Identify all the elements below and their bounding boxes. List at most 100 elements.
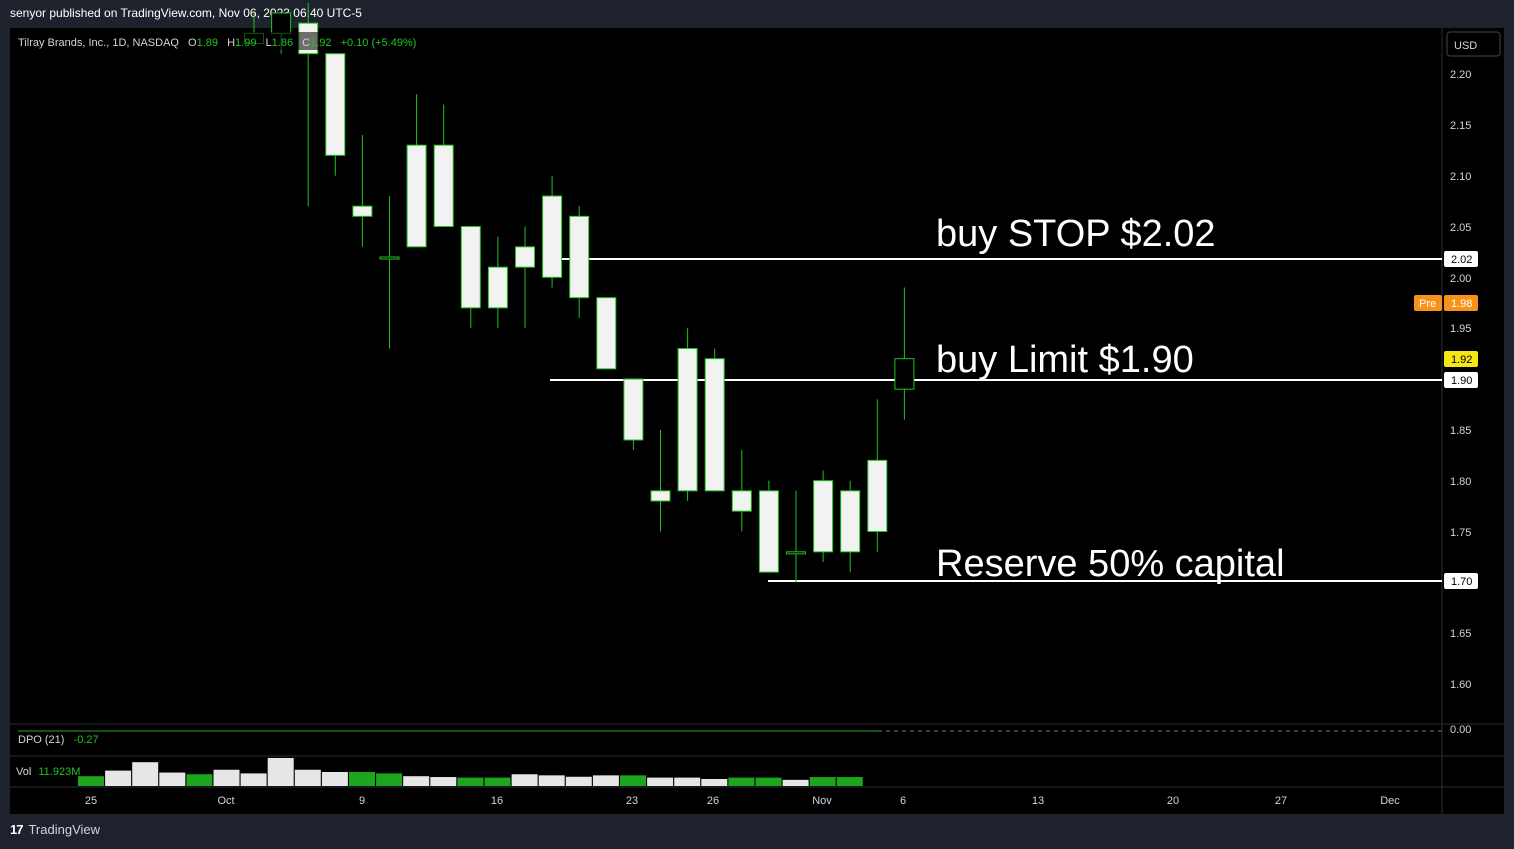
candle-body[interactable] [786, 551, 806, 555]
pre-price-badge [1444, 295, 1478, 311]
candle-body[interactable] [515, 246, 535, 268]
candle-body[interactable] [650, 490, 671, 502]
volume-bar [782, 779, 809, 786]
volume-bar [728, 777, 755, 786]
candle-body[interactable] [840, 490, 861, 553]
price-tick: 2.15 [1450, 120, 1471, 132]
time-tick: Nov [812, 795, 832, 807]
currency-button-label: USD [1454, 40, 1477, 52]
legend-high-label: H [227, 37, 235, 49]
volume-bar [267, 758, 294, 786]
limit-price-badge [1444, 372, 1478, 388]
reserve-price-badge [1444, 573, 1478, 589]
last-price-badge-label: 1.92 [1451, 354, 1472, 366]
last-price-badge [1444, 351, 1478, 367]
dpo-label: DPO (21) -0.27 [18, 734, 99, 746]
pre-tag-label: Pre [1419, 298, 1436, 310]
volume-name: Vol [16, 766, 31, 778]
tradingview-logo-icon: 17 [10, 822, 24, 837]
volume-series [78, 758, 863, 786]
candlestick-series [244, 2, 915, 583]
candle-body[interactable] [623, 378, 644, 441]
volume-bar [349, 772, 375, 786]
time-tick: 6 [900, 795, 906, 807]
price-tick: 1.75 [1450, 527, 1471, 539]
volume-bar [647, 777, 674, 786]
legend-close-value: 1.92 [310, 37, 331, 49]
candle-body[interactable] [867, 459, 888, 533]
time-tick: 13 [1032, 795, 1044, 807]
chart-legend: Tilray Brands, Inc., 1D, NASDAQ O1.89 H1… [18, 37, 416, 49]
volume-bar [240, 773, 267, 786]
volume-bar [538, 775, 565, 786]
candle-body[interactable] [460, 226, 481, 309]
volume-bar [620, 775, 646, 786]
volume-bar [484, 777, 511, 786]
time-tick: 25 [85, 795, 97, 807]
volume-bar [674, 777, 701, 786]
time-tick: 9 [359, 795, 365, 807]
volume-label: Vol 11.923M [16, 766, 80, 778]
time-axis: 25 Oct 9 16 23 26 Nov 6 13 20 27 Dec [85, 795, 1400, 807]
price-tick: 1.85 [1450, 425, 1471, 437]
currency-button[interactable] [1446, 31, 1501, 57]
volume-bar [78, 776, 104, 786]
time-tick: Oct [217, 795, 234, 807]
candle-body[interactable] [677, 348, 698, 492]
volume-bar [755, 777, 782, 786]
legend-open-label: O [188, 37, 197, 49]
legend-low-label: L [266, 37, 272, 49]
legend-low-value: 1.86 [272, 37, 293, 49]
candle-body[interactable] [813, 480, 834, 553]
price-tick: 1.60 [1450, 679, 1471, 691]
price-tick: 2.05 [1450, 222, 1471, 234]
dpo-axis-label: 0.00 [1450, 724, 1471, 736]
candle-body[interactable] [894, 358, 915, 390]
candle-body[interactable] [569, 215, 590, 299]
legend-open-value: 1.89 [197, 37, 218, 49]
volume-bar [809, 777, 836, 786]
candle-body[interactable] [704, 358, 725, 492]
footer-brand-label: TradingView [28, 822, 101, 837]
candle-body[interactable] [325, 53, 346, 156]
time-tick: 23 [626, 795, 638, 807]
candle-body[interactable] [542, 195, 563, 278]
price-tick: 2.10 [1450, 171, 1471, 183]
legend-change: +0.10 (+5.49%) [341, 37, 417, 49]
price-tick: 2.00 [1450, 273, 1471, 285]
pre-tag-badge [1414, 295, 1442, 311]
candle-body[interactable] [433, 144, 454, 228]
candle-body[interactable] [487, 266, 508, 309]
candle-body[interactable] [731, 490, 752, 512]
reserve-annotation: Reserve 50% capital [936, 543, 1285, 585]
time-tick: 20 [1167, 795, 1179, 807]
volume-bar [132, 762, 159, 786]
pre-price-badge-label: 1.98 [1451, 298, 1472, 310]
candle-body[interactable] [758, 490, 779, 573]
candle-body[interactable] [352, 205, 373, 217]
price-tick: 1.95 [1450, 323, 1471, 335]
reserve-price-badge-label: 1.70 [1451, 576, 1472, 588]
footer-brand[interactable]: 17 TradingView [10, 822, 100, 837]
volume-bar [701, 779, 728, 786]
time-tick: Dec [1380, 795, 1400, 807]
time-tick: 16 [491, 795, 503, 807]
stop-annotation: buy STOP $2.02 [936, 213, 1216, 255]
candle-body[interactable] [406, 144, 427, 248]
candle-body[interactable] [379, 256, 400, 260]
dpo-value: -0.27 [74, 734, 99, 746]
time-tick: 27 [1275, 795, 1287, 807]
volume-bar [105, 770, 132, 786]
volume-bar [836, 777, 863, 786]
volume-bar [321, 772, 348, 786]
limit-price-badge-label: 1.90 [1451, 375, 1472, 387]
chart-frame [10, 28, 1504, 814]
volume-bar [186, 774, 213, 786]
candle-body[interactable] [271, 12, 292, 34]
candle-body[interactable] [596, 297, 617, 370]
price-axis-ticks: 2.20 2.15 2.10 2.05 2.00 1.95 1.85 1.80 … [1450, 69, 1471, 691]
dpo-name: DPO (21) [18, 734, 64, 746]
price-tick: 1.80 [1450, 476, 1471, 488]
volume-bar [213, 769, 240, 786]
